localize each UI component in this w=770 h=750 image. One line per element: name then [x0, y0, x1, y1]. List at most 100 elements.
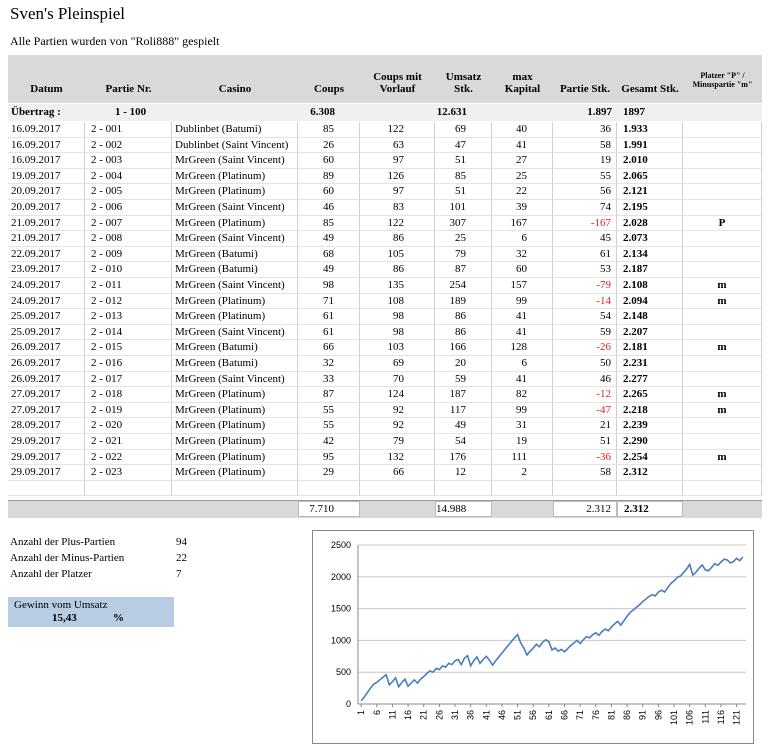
table-cell: m: [683, 278, 762, 294]
x-tick-label: 41: [481, 710, 491, 720]
table-cell: 24.09.2017: [8, 278, 85, 294]
table-cell-empty: [617, 480, 683, 497]
table-cell: 16.09.2017: [8, 153, 85, 169]
table-cell: 2 - 023: [85, 465, 172, 481]
table-cell: 60: [492, 262, 553, 278]
table-cell: 89: [298, 168, 360, 185]
table-cell: 27.09.2017: [8, 402, 85, 419]
table-cell: 124: [360, 387, 435, 403]
table-cell: 2.218: [617, 402, 683, 419]
table-cell: 66: [360, 465, 435, 481]
table-cell: 47: [435, 137, 492, 154]
table-cell: -26: [553, 340, 617, 356]
column-header: Coups mit Vorlauf: [373, 71, 422, 95]
table-cell: 98: [298, 278, 360, 294]
total-cell: 2.312: [553, 501, 617, 517]
total-cell: 7.710: [298, 501, 360, 517]
x-tick-label: 1: [356, 710, 366, 715]
table-cell: [683, 153, 762, 169]
y-tick-label: 2500: [331, 540, 351, 550]
table-cell: 132: [360, 449, 435, 466]
table-cell: MrGreen (Platinum): [172, 449, 298, 466]
table-cell: MrGreen (Saint Vincent): [172, 324, 298, 341]
table-cell: 92: [360, 418, 435, 434]
table-cell: MrGreen (Batumi): [172, 246, 298, 263]
table-cell: 19: [492, 434, 553, 450]
table-cell: 108: [360, 293, 435, 310]
x-tick-label: 31: [450, 710, 460, 720]
table-cell: MrGreen (Saint Vincent): [172, 278, 298, 294]
table-cell: 92: [360, 402, 435, 419]
table-cell: 128: [492, 340, 553, 356]
page-title: Sven's Pleinspiel: [10, 4, 125, 23]
table-cell: 2 - 005: [85, 184, 172, 200]
table-cell: 25.09.2017: [8, 324, 85, 341]
table-cell: [683, 168, 762, 185]
table-cell: 99: [492, 293, 553, 310]
x-tick-label: 11: [387, 710, 397, 719]
table-cell: 307: [435, 215, 492, 232]
table-cell: 61: [553, 246, 617, 263]
table-cell: Dublinbet (Saint Vincent): [172, 137, 298, 154]
x-tick-label: 51: [513, 710, 523, 720]
subtitle: Alle Partien wurden von "Roli888" gespie…: [10, 34, 220, 48]
y-tick-label: 0: [346, 699, 351, 709]
table-cell-empty: [298, 480, 360, 497]
table-cell: 135: [360, 278, 435, 294]
table-cell: 20.09.2017: [8, 184, 85, 200]
table-cell: 32: [298, 356, 360, 372]
table-cell: 21: [553, 418, 617, 434]
table-cell: MrGreen (Platinum): [172, 387, 298, 403]
table-cell: 2 - 019: [85, 402, 172, 419]
column-header: Casino: [218, 83, 252, 95]
table-cell: 68: [298, 246, 360, 263]
table-cell: -14: [553, 293, 617, 310]
column-header: Datum: [30, 83, 63, 95]
table-cell-empty: [360, 480, 435, 497]
table-cell: -47: [553, 402, 617, 419]
table-cell: m: [683, 387, 762, 403]
table-cell: 122: [360, 215, 435, 232]
table-cell: 2 - 017: [85, 371, 172, 388]
table-cell: 2.181: [617, 340, 683, 356]
table-cell: 20.09.2017: [8, 200, 85, 216]
table-cell: 45: [553, 231, 617, 247]
table-cell: 19.09.2017: [8, 168, 85, 185]
header-band: [8, 55, 762, 103]
table-cell: MrGreen (Saint Vincent): [172, 231, 298, 247]
table-cell: 166: [435, 340, 492, 356]
x-tick-label: 21: [419, 710, 429, 720]
table-cell: 85: [298, 215, 360, 232]
table-cell: 41: [492, 371, 553, 388]
table-cell: 60: [298, 184, 360, 200]
table-cell: [683, 465, 762, 481]
table-cell: 99: [492, 402, 553, 419]
table-cell: 86: [435, 324, 492, 341]
table-cell: 41: [492, 324, 553, 341]
table-cell: 69: [360, 356, 435, 372]
table-cell: 59: [435, 371, 492, 388]
chart-frame: [312, 530, 754, 744]
table-cell: -36: [553, 449, 617, 466]
table-cell: 58: [553, 465, 617, 481]
x-tick-label: 66: [560, 710, 570, 720]
table-cell: 187: [435, 387, 492, 403]
y-tick-label: 500: [336, 667, 351, 677]
table-cell: 2.265: [617, 387, 683, 403]
table-cell: 2 - 018: [85, 387, 172, 403]
x-tick-label: 121: [732, 710, 742, 725]
table-cell: 31: [492, 418, 553, 434]
table-cell: 46: [298, 200, 360, 216]
stat-value: 94: [176, 536, 187, 548]
x-tick-label: 96: [653, 710, 663, 720]
x-tick-label: 86: [622, 710, 632, 720]
carry-cell: 1897: [623, 106, 645, 118]
table-cell: [683, 356, 762, 372]
table-cell: 25.09.2017: [8, 309, 85, 325]
table-cell: 79: [435, 246, 492, 263]
y-tick-label: 1500: [331, 604, 351, 614]
table-cell: 55: [553, 168, 617, 185]
table-cell-empty: [85, 480, 172, 497]
table-cell: 61: [298, 324, 360, 341]
